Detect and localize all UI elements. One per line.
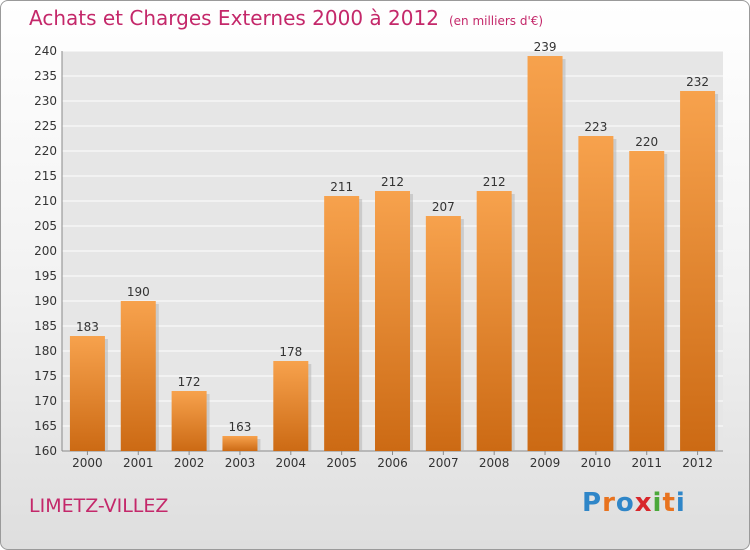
y-tick-label: 190 xyxy=(34,294,57,308)
logo-letter: t xyxy=(662,488,676,518)
y-tick-label: 160 xyxy=(34,444,57,458)
bar xyxy=(476,191,512,451)
y-tick-label: 195 xyxy=(34,269,57,283)
data-label: 232 xyxy=(686,75,709,89)
x-tick-label: 2007 xyxy=(428,456,459,470)
logo-letter: r xyxy=(602,488,616,518)
logo-letter: i xyxy=(675,488,686,518)
bar xyxy=(375,191,410,451)
x-tick-label: 2009 xyxy=(530,456,561,470)
bar xyxy=(222,436,258,451)
data-label: 178 xyxy=(279,345,302,359)
data-label: 212 xyxy=(483,175,506,189)
x-tick-label: 2006 xyxy=(377,456,408,470)
x-tick-label: 2012 xyxy=(682,456,713,470)
data-label: 207 xyxy=(432,200,455,214)
y-tick-label: 180 xyxy=(34,344,57,358)
bar xyxy=(629,151,665,451)
data-label: 172 xyxy=(178,375,201,389)
logo-letter: i xyxy=(652,488,663,518)
chart-subtitle: (en milliers d'€) xyxy=(448,14,544,28)
x-tick-label: 2000 xyxy=(72,456,103,470)
bar xyxy=(171,391,207,451)
y-tick-label: 220 xyxy=(34,144,57,158)
y-tick-label: 225 xyxy=(34,119,57,133)
x-tick-label: 2011 xyxy=(631,456,662,470)
logo-letter: o xyxy=(615,488,635,518)
y-tick-label: 170 xyxy=(34,394,57,408)
data-label: 212 xyxy=(381,175,404,189)
y-tick-label: 185 xyxy=(34,319,57,333)
x-tick-label: 2004 xyxy=(276,456,307,470)
bar xyxy=(273,361,309,451)
y-tick-label: 205 xyxy=(34,219,57,233)
bar xyxy=(425,216,461,451)
y-tick-label: 175 xyxy=(34,369,57,383)
y-tick-label: 230 xyxy=(34,94,57,108)
data-label: 239 xyxy=(534,40,557,54)
data-label: 183 xyxy=(76,320,99,334)
data-label: 211 xyxy=(330,180,353,194)
data-label: 163 xyxy=(229,420,252,434)
logo-letter: P xyxy=(582,488,603,518)
x-tick-label: 2008 xyxy=(479,456,510,470)
data-label: 220 xyxy=(635,135,658,149)
bar xyxy=(680,91,716,451)
chart-title-text: Achats et Charges Externes 2000 à 2012 xyxy=(29,6,439,30)
chart-title: Achats et Charges Externes 2000 à 2012 (e… xyxy=(29,6,543,30)
bar xyxy=(527,56,563,451)
x-tick-label: 2003 xyxy=(225,456,256,470)
logo-letter: x xyxy=(634,488,653,518)
y-tick-label: 235 xyxy=(34,69,57,83)
y-tick-label: 215 xyxy=(34,169,57,183)
bar xyxy=(324,196,360,451)
x-tick-label: 2010 xyxy=(581,456,612,470)
x-tick-label: 2002 xyxy=(174,456,205,470)
proxiti-logo: Proxiti xyxy=(582,488,686,518)
x-tick-label: 2005 xyxy=(326,456,357,470)
data-label: 190 xyxy=(127,285,150,299)
location-name: LIMETZ-VILLEZ xyxy=(29,495,169,517)
bar xyxy=(69,336,105,451)
data-label: 223 xyxy=(584,120,607,134)
y-tick-label: 165 xyxy=(34,419,57,433)
x-tick-label: 2001 xyxy=(123,456,154,470)
bar xyxy=(578,136,614,451)
y-tick-label: 210 xyxy=(34,194,57,208)
y-tick-label: 240 xyxy=(34,44,57,58)
y-tick-label: 200 xyxy=(34,244,57,258)
bar xyxy=(120,301,156,451)
